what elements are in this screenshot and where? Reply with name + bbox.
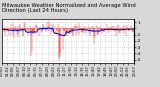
Text: Milwaukee Weather Normalized and Average Wind Direction (Last 24 Hours): Milwaukee Weather Normalized and Average…	[2, 3, 135, 13]
